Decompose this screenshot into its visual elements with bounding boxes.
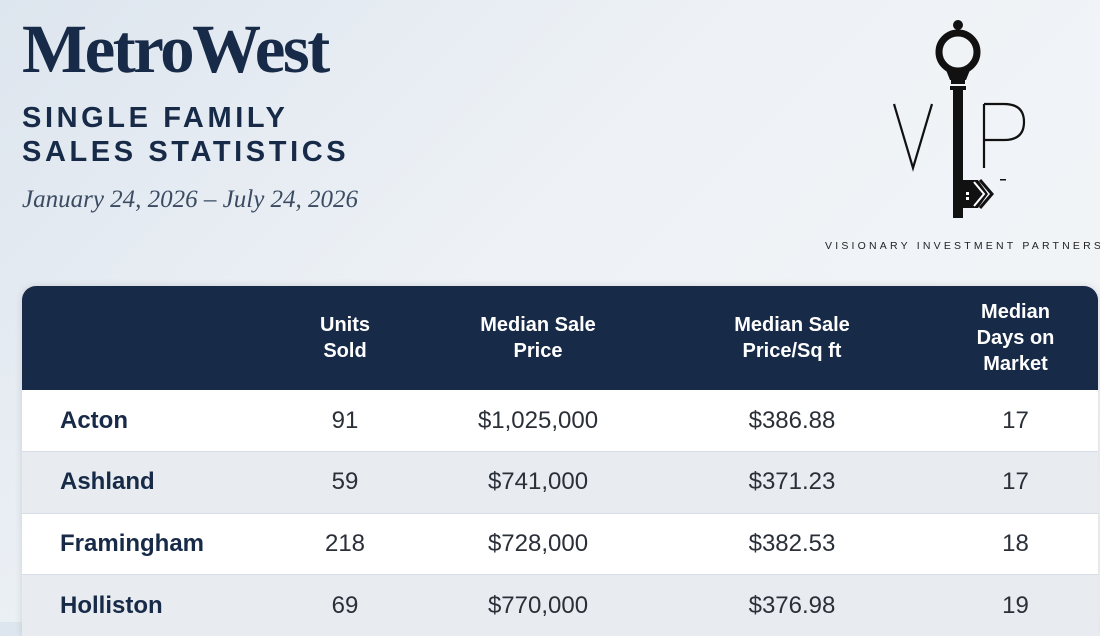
median-price-cell: $728,000 (425, 513, 651, 575)
table-row: Holliston 69 $770,000 $376.98 19 (22, 575, 1098, 636)
town-cell: Ashland (22, 452, 265, 514)
median-price-cell: $770,000 (425, 575, 651, 636)
vip-key-icon (880, 18, 1040, 228)
company-logo: VISIONARY INVESTMENT PARTNERS (820, 18, 1100, 258)
header-median-price-sqft: Median Sale Price/Sq ft (651, 286, 933, 390)
header-units-sold: Units Sold (265, 286, 425, 390)
units-sold-cell: 91 (265, 390, 425, 452)
town-cell: Acton (22, 390, 265, 452)
units-sold-cell: 69 (265, 575, 425, 636)
table-row: Acton 91 $1,025,000 $386.88 17 (22, 390, 1098, 452)
town-cell: Framingham (22, 513, 265, 575)
table-row: Framingham 218 $728,000 $382.53 18 (22, 513, 1098, 575)
header-median-days-on-market: Median Days on Market (933, 286, 1098, 390)
units-sold-cell: 59 (265, 452, 425, 514)
days-on-market-cell: 17 (933, 390, 1098, 452)
report-subtitle: SINGLE FAMILY SALES STATISTICS (22, 101, 349, 169)
header-town (22, 286, 265, 390)
table-row: Ashland 59 $741,000 $371.23 17 (22, 452, 1098, 514)
subtitle-line-2: SALES STATISTICS (22, 135, 349, 169)
logo-tagline: VISIONARY INVESTMENT PARTNERS (825, 240, 1100, 252)
units-sold-cell: 218 (265, 513, 425, 575)
days-on-market-cell: 18 (933, 513, 1098, 575)
date-range: January 24, 2026 – July 24, 2026 (22, 184, 358, 216)
table-header-row: Units Sold Median Sale Price Median Sale… (22, 286, 1098, 390)
price-sqft-cell: $386.88 (651, 390, 933, 452)
median-price-cell: $741,000 (425, 452, 651, 514)
days-on-market-cell: 17 (933, 452, 1098, 514)
price-sqft-cell: $376.98 (651, 575, 933, 636)
median-price-cell: $1,025,000 (425, 390, 651, 452)
price-sqft-cell: $382.53 (651, 513, 933, 575)
days-on-market-cell: 19 (933, 575, 1098, 636)
subtitle-line-1: SINGLE FAMILY (22, 101, 349, 135)
header-median-sale-price: Median Sale Price (425, 286, 651, 390)
town-cell: Holliston (22, 575, 265, 636)
page-title: MetroWest (22, 10, 328, 88)
sales-stats-table: Units Sold Median Sale Price Median Sale… (22, 286, 1098, 636)
price-sqft-cell: $371.23 (651, 452, 933, 514)
